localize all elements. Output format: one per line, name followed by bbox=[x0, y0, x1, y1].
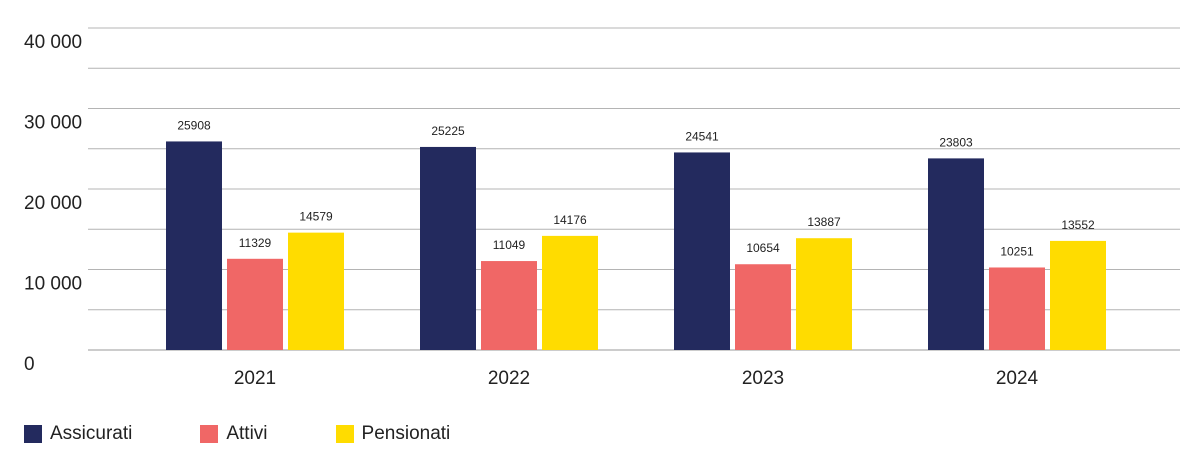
data-labels: 25908 11329 14579 25225 11049 14176 24541 10654… bbox=[177, 118, 1095, 258]
data-label-pensionati-2023: 13887 bbox=[807, 215, 841, 229]
legend-item-pensionati: Pensionati bbox=[335, 423, 451, 445]
legend-label-assicurati: Assicurati bbox=[50, 423, 133, 444]
bar-pensionati-2024 bbox=[1050, 240, 1106, 350]
data-label-pensionati-2021: 14579 bbox=[299, 210, 333, 224]
legend-label-attivi: Attivi bbox=[226, 423, 268, 444]
bars bbox=[166, 141, 1106, 350]
bar-assicurati-2021 bbox=[166, 141, 222, 350]
x-tick-label-2023: 2023 bbox=[742, 368, 784, 389]
data-label-assicurati-2024: 23803 bbox=[939, 135, 973, 149]
bar-attivi-2023 bbox=[735, 264, 791, 350]
bar-chart: 0 10 000 20 000 30 000 40 000 25908 11329 1457… bbox=[24, 27, 1180, 389]
bar-attivi-2021 bbox=[227, 258, 283, 350]
bar-assicurati-2024 bbox=[928, 158, 984, 350]
legend-item-assicurati: Assicurati bbox=[24, 423, 132, 445]
bar-attivi-2024 bbox=[989, 267, 1045, 350]
bar-attivi-2022 bbox=[481, 261, 537, 350]
x-tick-label-2021: 2021 bbox=[234, 368, 276, 389]
y-tick-label: 40 000 bbox=[24, 32, 82, 53]
data-label-assicurati-2021: 25908 bbox=[177, 118, 211, 132]
legend-swatch-assicurati bbox=[24, 425, 42, 443]
x-tick-label-2024: 2024 bbox=[996, 368, 1039, 389]
legend: Assicurati Attivi Pensionati bbox=[24, 423, 518, 445]
y-tick-label: 30 000 bbox=[24, 113, 82, 134]
bar-pensionati-2021 bbox=[288, 232, 344, 350]
data-label-attivi-2022: 11049 bbox=[493, 238, 526, 252]
legend-swatch-attivi bbox=[200, 425, 219, 443]
legend-item-attivi: Attivi bbox=[200, 423, 268, 445]
legend-label-pensionati: Pensionati bbox=[361, 423, 451, 444]
bar-assicurati-2022 bbox=[420, 146, 476, 350]
bar-assicurati-2023 bbox=[674, 152, 730, 350]
data-label-pensionati-2024: 13552 bbox=[1061, 218, 1095, 232]
data-label-assicurati-2022: 25225 bbox=[431, 124, 465, 138]
data-label-assicurati-2023: 24541 bbox=[685, 129, 719, 143]
x-tick-label-2022: 2022 bbox=[488, 368, 530, 389]
x-axis-tick-labels: 2021 2022 2023 2024 bbox=[234, 368, 1039, 389]
bar-pensionati-2022 bbox=[542, 235, 598, 350]
y-tick-label: 10 000 bbox=[24, 274, 82, 295]
y-tick-label: 20 000 bbox=[24, 193, 82, 214]
bar-pensionati-2023 bbox=[796, 238, 852, 350]
y-axis-tick-labels: 0 10 000 20 000 30 000 40 000 bbox=[24, 32, 82, 375]
data-label-attivi-2024: 10251 bbox=[1000, 244, 1034, 258]
data-label-attivi-2021: 11329 bbox=[239, 236, 272, 250]
legend-swatch-pensionati bbox=[335, 425, 354, 443]
y-tick-label: 0 bbox=[24, 354, 35, 375]
data-label-attivi-2023: 10654 bbox=[746, 241, 780, 255]
data-label-pensionati-2022: 14176 bbox=[553, 213, 587, 227]
